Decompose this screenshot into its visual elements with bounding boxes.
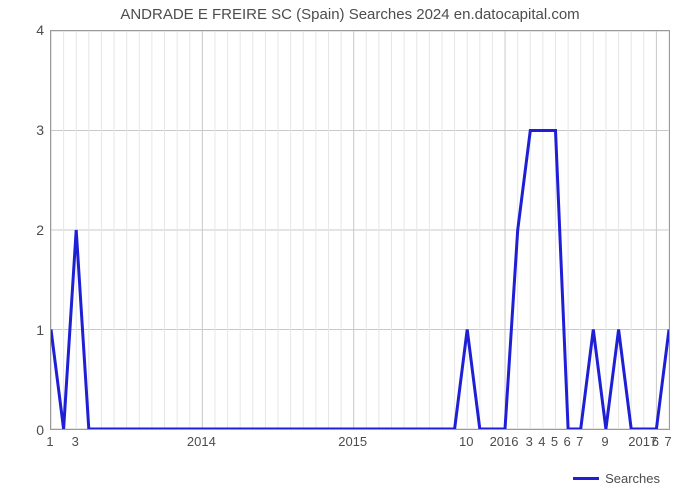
y-tick-4: 4 xyxy=(4,22,44,38)
grid xyxy=(51,31,669,429)
x-tick: 3 xyxy=(72,434,79,449)
x-tick: 2014 xyxy=(187,434,216,449)
x-tick: 2015 xyxy=(338,434,367,449)
x-tick: 7 xyxy=(576,434,583,449)
chart-title: ANDRADE E FREIRE SC (Spain) Searches 202… xyxy=(0,6,700,23)
x-tick: 4 xyxy=(538,434,545,449)
y-tick-0: 0 xyxy=(4,422,44,438)
series-searches xyxy=(51,131,669,430)
y-tick-3: 3 xyxy=(4,122,44,138)
x-tick: 6 xyxy=(652,434,659,449)
plot-svg xyxy=(51,31,669,429)
x-tick: 9 xyxy=(601,434,608,449)
x-tick: 5 xyxy=(551,434,558,449)
legend: Searches xyxy=(573,471,660,486)
legend-label: Searches xyxy=(605,471,660,486)
x-tick: 7 xyxy=(664,434,671,449)
x-tick: 3 xyxy=(526,434,533,449)
x-tick: 10 xyxy=(459,434,473,449)
x-tick: 6 xyxy=(563,434,570,449)
y-tick-2: 2 xyxy=(4,222,44,238)
chart-container: ANDRADE E FREIRE SC (Spain) Searches 202… xyxy=(0,0,700,500)
x-tick: 2016 xyxy=(490,434,519,449)
plot-area xyxy=(50,30,670,430)
legend-swatch xyxy=(573,477,599,480)
x-tick: 1 xyxy=(46,434,53,449)
y-tick-1: 1 xyxy=(4,322,44,338)
